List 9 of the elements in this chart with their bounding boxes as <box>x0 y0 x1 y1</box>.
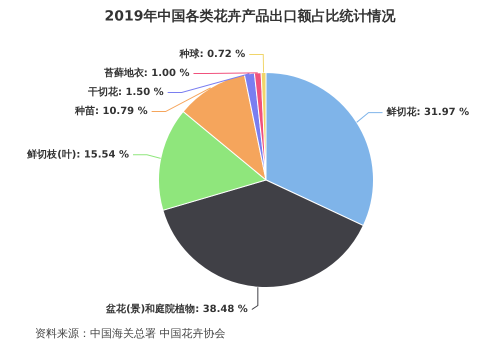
slice-label: 种苗: 10.79 % <box>74 105 148 118</box>
slice-label: 盆花(景)和庭院植物: 38.48 % <box>105 303 248 316</box>
slice-label: 种球: 0.72 % <box>178 48 246 60</box>
slice-label: 苔藓地衣: 1.00 % <box>102 67 190 80</box>
text: 资料来源：中国海关总署 中国花卉协会 <box>35 326 226 340</box>
slice-label: 鲜切枝(叶): 15.54 % <box>26 148 129 160</box>
chart-title: 2019年中国各类花卉产品出口额占比统计情况 <box>104 8 396 25</box>
slice-label: 干切花: 1.50 % <box>87 86 164 98</box>
slice-label: 鲜切花: 31.97 % <box>386 106 470 118</box>
